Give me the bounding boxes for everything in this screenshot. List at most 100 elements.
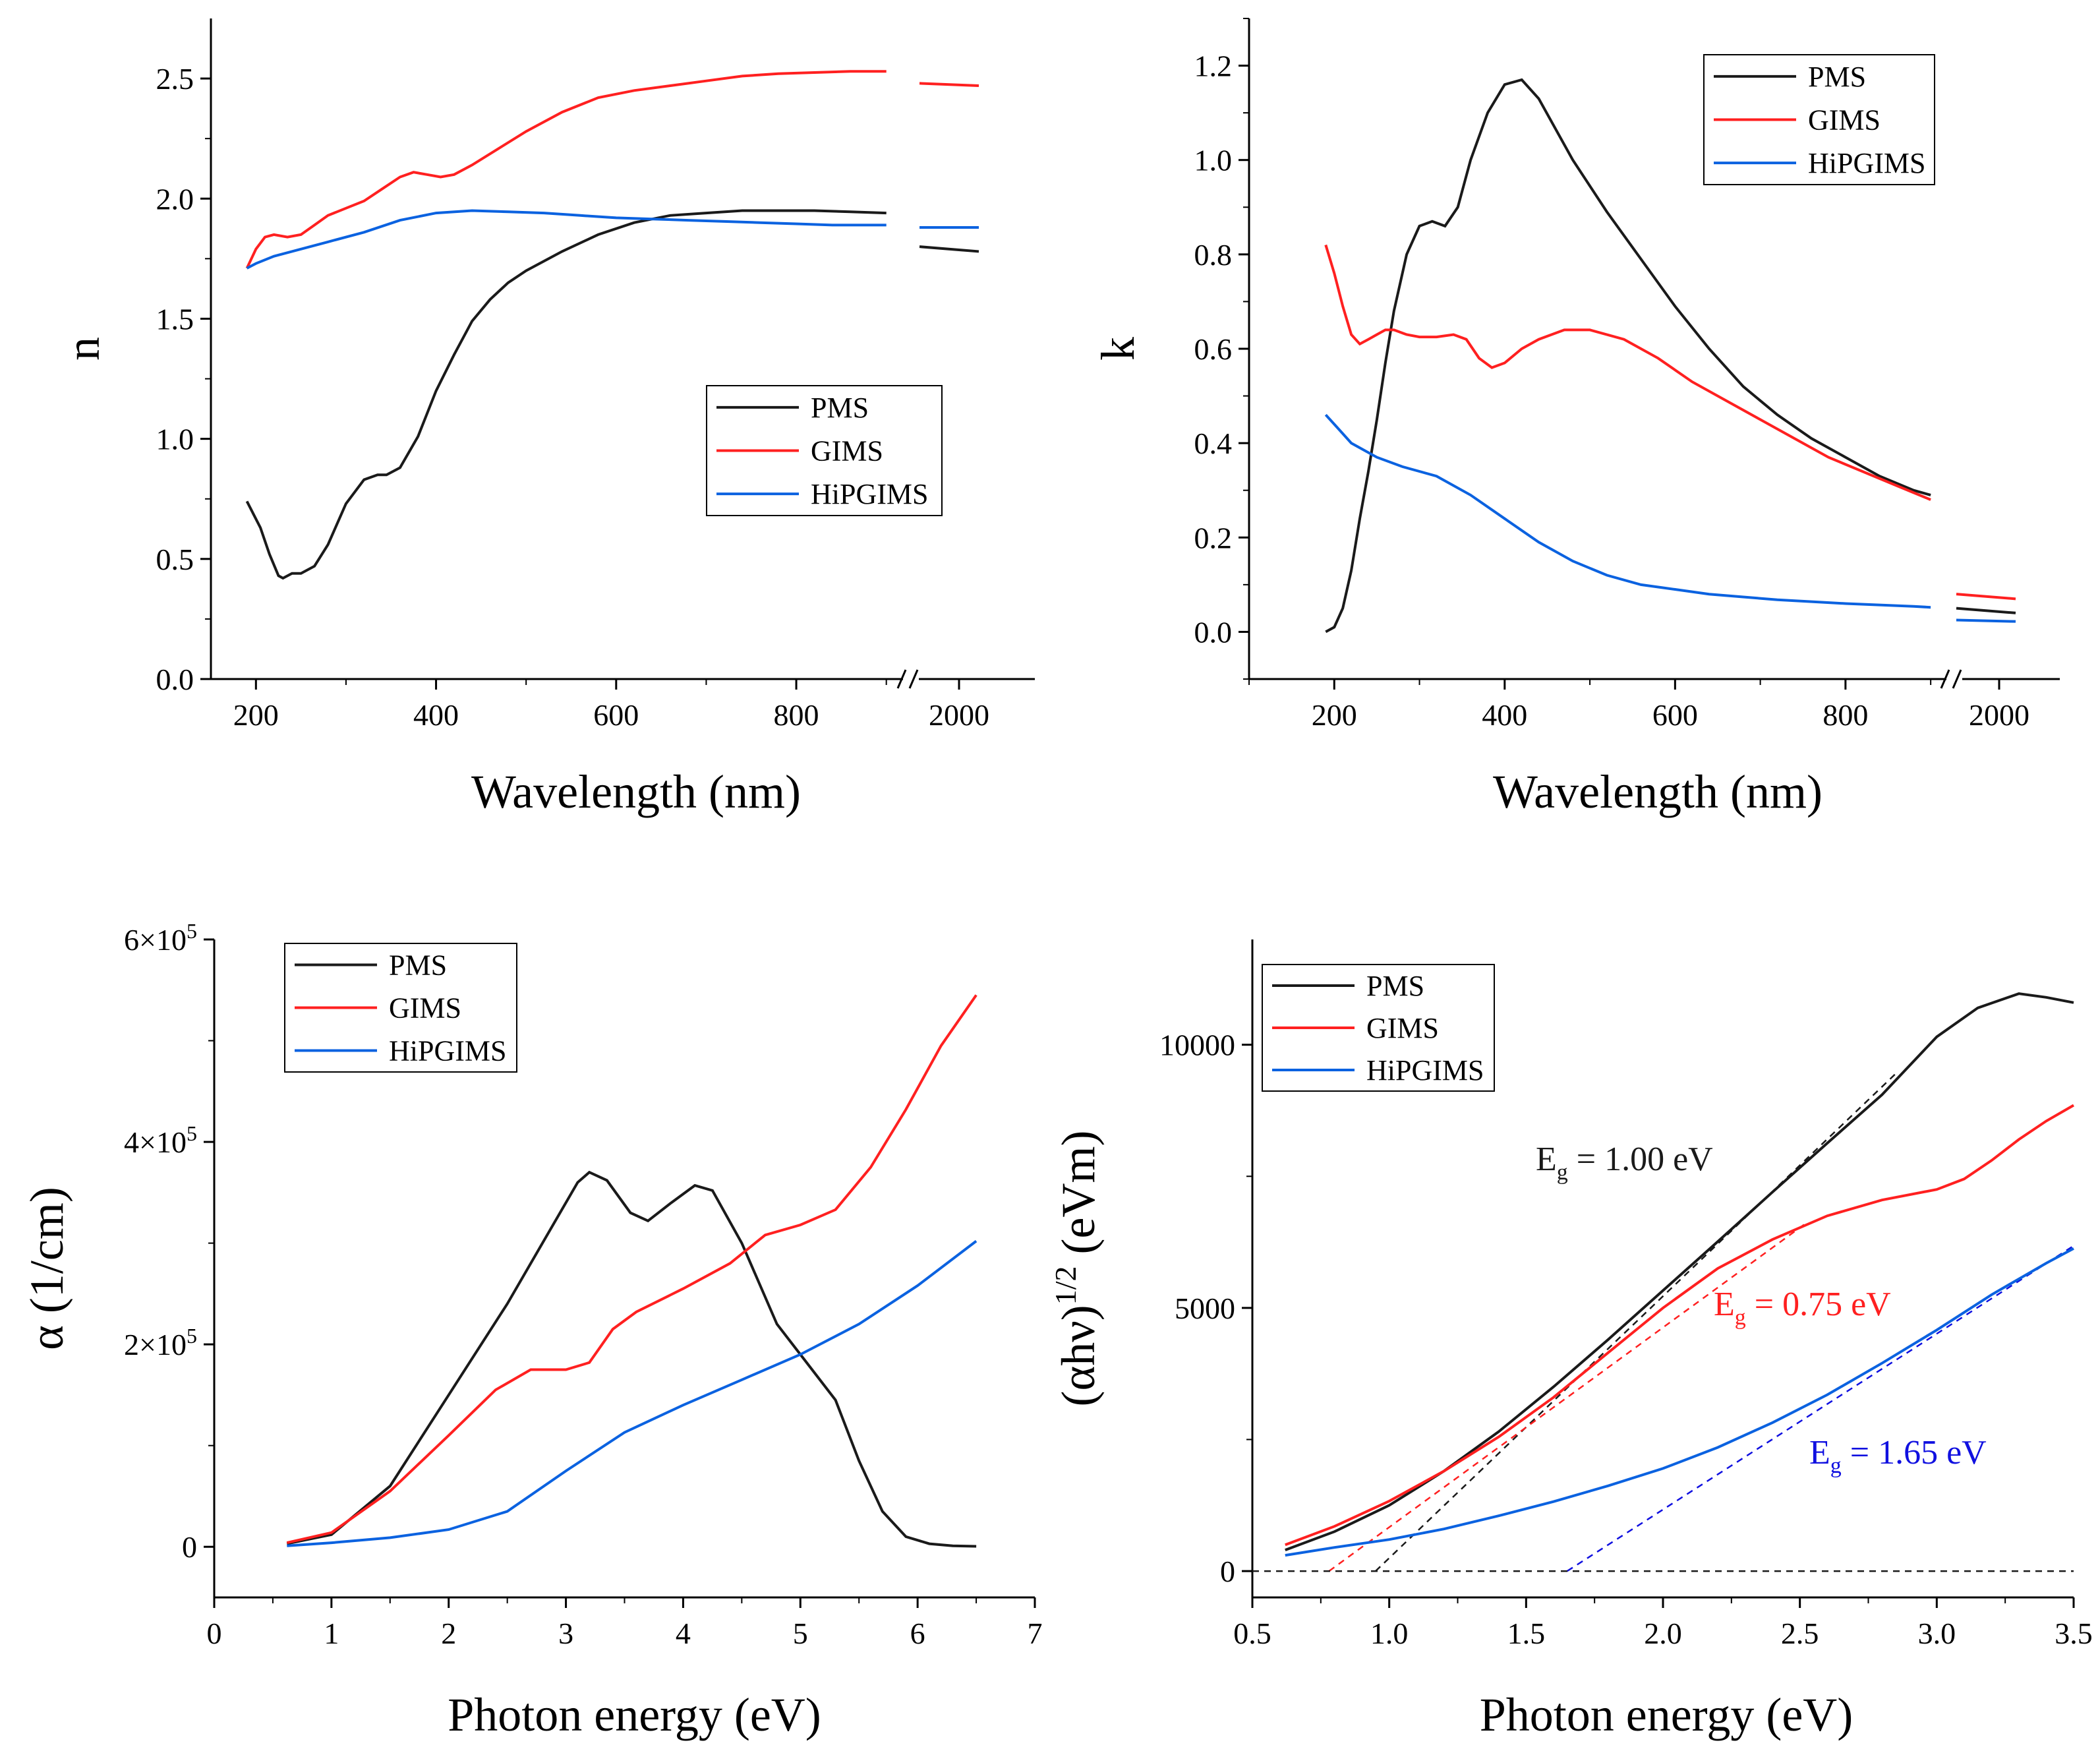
- legend-label-pms: PMS: [1366, 970, 1424, 1002]
- x-tick-label: 600: [593, 698, 639, 732]
- y-axis-title: n: [57, 337, 109, 361]
- legend: PMS GIMS HiPGIMS: [1703, 54, 1935, 185]
- bandgap-symbol: E: [1809, 1434, 1830, 1471]
- legend-label-pms: PMS: [389, 949, 447, 982]
- x-tick-label: 600: [1652, 698, 1698, 732]
- legend-label-hipgims: HiPGIMS: [1808, 147, 1926, 179]
- x-tick-label: 1.5: [1507, 1617, 1546, 1650]
- y-axis-title: (αhν)1/2 (eVm): [1049, 1131, 1105, 1407]
- x-tick-label: 3.0: [1918, 1617, 1956, 1650]
- y-title-base: (αhν): [1052, 1305, 1105, 1406]
- series-line-pms: [1325, 78, 1931, 634]
- x-tick-label: 2.0: [1644, 1617, 1682, 1650]
- x-tick-label: 1.0: [1370, 1617, 1409, 1650]
- chart-alpha: 0 1 2 3 4 5 6 702×1054×1056×105PMSGIMSHiPGIMSPh…: [20, 919, 1043, 1741]
- x-tick-label: 1: [324, 1617, 339, 1650]
- series-line-hipgims: [287, 1239, 977, 1547]
- y-tick-label: 0.6: [1194, 332, 1233, 366]
- series-break-segment-hipgims: [1956, 618, 2016, 623]
- axis-break-mark: [1940, 669, 1950, 689]
- y-tick-exponent: 5: [187, 1324, 197, 1348]
- y-tick-label: 0.8: [1194, 238, 1233, 272]
- legend-label-hipgims: HiPGIMS: [1366, 1054, 1484, 1086]
- series-line-pms: [245, 209, 887, 580]
- y-tick-label: 1.0: [1194, 144, 1233, 177]
- y-tick-label: 2.5: [156, 62, 194, 96]
- bandgap-value: = 1.65 eV: [1842, 1434, 1987, 1471]
- y-tick-label: 0: [182, 1530, 197, 1564]
- y-axis-title: k: [1092, 337, 1144, 361]
- y-tick-exponent: 5: [187, 1121, 197, 1145]
- legend-label-hipgims: HiPGIMS: [389, 1035, 507, 1067]
- guide-line-pms: [1375, 1073, 1896, 1572]
- series-line-gims: [1285, 1104, 2074, 1547]
- x-tick-label: 4: [676, 1617, 691, 1650]
- y-tick-label: 6×105: [124, 919, 197, 957]
- x-axis-title: Photon energy (eV): [448, 1688, 821, 1741]
- x-axis-title: Photon energy (eV): [1480, 1688, 1853, 1741]
- y-tick-label: 1.0: [156, 423, 194, 456]
- y-tick-label: 4×105: [124, 1121, 197, 1159]
- y-title-unit: (eVm): [1052, 1131, 1105, 1266]
- y-tick-label: 2×105: [124, 1324, 197, 1361]
- legend: PMS GIMS HiPGIMS: [1262, 964, 1495, 1092]
- x-tick-label: 2: [441, 1617, 456, 1650]
- x-tick-label: 2000: [1969, 698, 2029, 732]
- series-break-segment-gims: [1956, 593, 2016, 601]
- series-line-hipgims: [246, 209, 887, 270]
- y-tick-mantissa: 4×10: [124, 1125, 187, 1159]
- x-tick-label: 400: [1482, 698, 1527, 732]
- x-tick-label: 400: [413, 698, 459, 732]
- bandgap-subscript: g: [1735, 1305, 1746, 1330]
- series-line-gims: [286, 994, 977, 1545]
- series-line-hipgims: [1285, 1247, 2074, 1557]
- bandgap-symbol: E: [1536, 1141, 1557, 1178]
- y-tick-mantissa: 2×10: [124, 1328, 187, 1361]
- y-tick-label: 0.0: [156, 663, 194, 696]
- series-break-segment-pms: [1956, 607, 2016, 614]
- y-tick-exponent: 5: [187, 919, 197, 943]
- y-tick-label: 2.0: [156, 182, 194, 216]
- legend-label-gims: GIMS: [1808, 104, 1881, 136]
- x-axis-title: Wavelength (nm): [1493, 765, 1823, 818]
- x-tick-label: 3: [558, 1617, 573, 1650]
- x-tick-label: 200: [1312, 698, 1357, 732]
- x-tick-label: 7: [1028, 1617, 1043, 1650]
- legend-label-gims: GIMS: [389, 992, 461, 1025]
- x-tick-label: 6: [910, 1617, 925, 1650]
- chart-tauc: 0.5 1.0 1.5 2.0 2.5 3.0 3.5 0 5000 10000 Eg = 1.00…: [1049, 939, 2093, 1741]
- bandgap-subscript: g: [1830, 1454, 1842, 1478]
- series-line-gims: [245, 70, 887, 269]
- y-axis-title: α (1/cm): [20, 1187, 73, 1350]
- y-tick-label: 0: [1220, 1555, 1235, 1588]
- y-tick-label: 0.4: [1194, 427, 1233, 460]
- bandgap-subscript: g: [1557, 1160, 1568, 1185]
- y-tick-label: 0.5: [156, 543, 194, 576]
- y-title-exponent: 1/2: [1049, 1266, 1082, 1305]
- x-tick-label: 2.5: [1781, 1617, 1819, 1650]
- y-tick-mantissa: 0: [182, 1530, 197, 1564]
- series-break-segment-pms: [919, 245, 979, 253]
- series-line-pms: [286, 1170, 977, 1548]
- y-tick-label: 5000: [1175, 1292, 1235, 1325]
- bandgap-value: = 0.75 eV: [1746, 1286, 1891, 1323]
- bandgap-label-gims: Eg = 0.75 eV: [1714, 1286, 1891, 1330]
- series-break-segment-gims: [919, 82, 979, 88]
- x-tick-label: 0: [207, 1617, 222, 1650]
- legend: PMS GIMS HiPGIMS: [284, 943, 517, 1073]
- legend-label-gims: GIMS: [1366, 1012, 1439, 1044]
- bandgap-label-hipgims: Eg = 1.65 eV: [1809, 1434, 1987, 1478]
- x-tick-label: 200: [233, 698, 279, 732]
- y-tick-label: 1.5: [156, 302, 194, 336]
- y-tick-label: 10000: [1159, 1028, 1235, 1062]
- legend-label-gims: GIMS: [811, 435, 883, 467]
- y-tick-label: 0.2: [1194, 521, 1233, 554]
- y-tick-mantissa: 6×10: [124, 923, 187, 957]
- guide-line-hipgims: [1566, 1245, 2074, 1572]
- chart-n: 200 400 600 800 2000 0.0 0.5 1.0 1.5 2.0 2.5 PMS GIM…: [57, 18, 1035, 818]
- y-tick-label: 1.2: [1194, 49, 1233, 83]
- y-tick-label: 0.0: [1194, 615, 1233, 649]
- bandgap-value: = 1.00 eV: [1568, 1141, 1713, 1178]
- series-line-gims: [1324, 244, 1931, 501]
